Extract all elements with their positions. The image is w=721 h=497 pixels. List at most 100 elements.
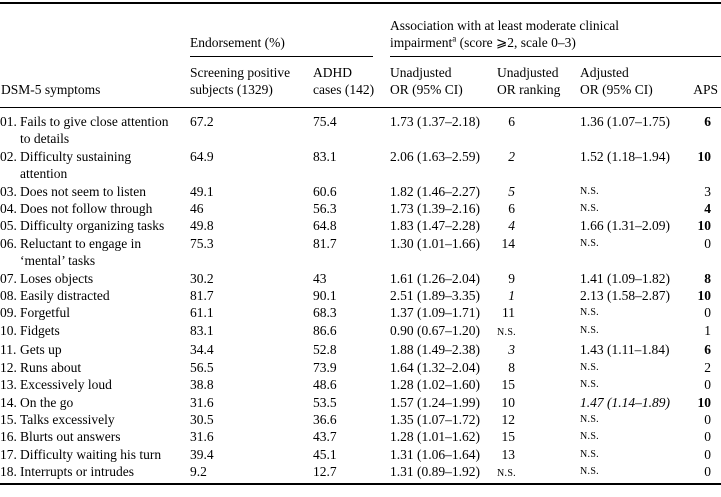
table-row: 18. Interrupts or intrudes 9.2 12.7 1.31 … [0, 463, 721, 483]
adhd-endorsement-value: 86.6 [313, 322, 337, 338]
endorsement-group-header: Endorsement (%) [190, 3, 390, 57]
symptom-label: Fidgets [20, 322, 60, 338]
table-row: 16. Blurts out answers 31.6 43.7 1.28 (1.… [0, 428, 721, 445]
symptom-number: 08. [0, 288, 17, 304]
or-ranking-value: 15 [497, 428, 580, 445]
adjusted-or-value: N.S. [580, 413, 599, 425]
symptom-cell: 05. Difficulty organizing tasks [0, 217, 190, 234]
adhd-endorsement-value: 36.6 [313, 411, 337, 427]
aps-value: 10 [697, 394, 712, 410]
aps-value: 6 [704, 342, 711, 358]
symptom-number: 01. [0, 114, 17, 129]
aps-value: 0 [704, 446, 711, 462]
or-ranking-value: 2 [497, 148, 580, 183]
or-ranking-value: 6 [497, 200, 580, 217]
or-ranking-value: 6 [497, 108, 580, 148]
adhd-endorsement-value: 90.1 [313, 288, 337, 304]
or-ranking-value: 11 [497, 304, 580, 321]
col-header-symptoms: DSM-5 symptoms [0, 3, 190, 108]
unadjusted-or-value: 1.35 (1.07–1.72) [390, 411, 480, 427]
aps-value: 8 [704, 270, 711, 286]
or-ranking-number: 14 [501, 235, 516, 251]
symptom-cell: 17. Difficulty waiting his turn [0, 446, 190, 463]
symptom-label: Does not follow through [20, 201, 153, 217]
col-header-or-ranking: Unadjusted OR ranking [497, 57, 580, 108]
col-header-adhd: ADHD cases (142) [313, 57, 390, 108]
adjusted-or-value: 1.36 (1.07–1.75) [580, 114, 670, 129]
symptom-number: 16. [0, 429, 17, 445]
screening-endorsement-value: 9.2 [190, 464, 207, 480]
adjusted-or-value: N.S. [580, 203, 599, 215]
table-row: 07. Loses objects 30.2 43 1.61 (1.26–2.04… [0, 270, 721, 287]
adhd-endorsement-value: 75.4 [313, 114, 337, 129]
screening-endorsement-value: 64.9 [190, 148, 214, 164]
group-header-row: DSM-5 symptoms Endorsement (%) Associati… [0, 3, 721, 108]
adjusted-or-value: 1.41 (1.09–1.82) [580, 270, 670, 286]
table-row: 09. Forgetful 61.1 68.3 1.37 (1.09–1.71) … [0, 304, 721, 321]
or-ranking-number: 8 [508, 359, 515, 375]
symptom-cell: 13. Excessively loud [0, 376, 190, 393]
adhd-endorsement-value: 12.7 [313, 464, 337, 480]
symptom-label: Forgetful [20, 305, 70, 321]
adhd-endorsement-value: 48.6 [313, 377, 337, 393]
or-ranking-value: 12 [497, 411, 580, 428]
association-line1: Association with at least moderate clini… [390, 18, 620, 33]
or-ranking-number: 1 [508, 288, 515, 304]
adjusted-or-value: 1.47 (1.14–1.89) [580, 394, 670, 410]
table-row: 02. Difficulty sustaining attention 64.9 8… [0, 148, 721, 183]
or-ranking-number: 6 [508, 114, 515, 129]
table-row: 12. Runs about 56.5 73.9 1.64 (1.32–2.04)… [0, 359, 721, 376]
symptom-label: Interrupts or intrudes [20, 464, 134, 480]
screening-endorsement-value: 81.7 [190, 288, 214, 304]
symptom-label: Blurts out answers [20, 429, 121, 445]
col-header-adjusted-or: Adjusted OR (95% CI) [580, 57, 680, 108]
table-row: 11. Gets up 34.4 52.8 1.88 (1.49–2.38) 3 … [0, 341, 721, 358]
symptom-number: 15. [0, 411, 17, 427]
footnote-marker-a: a [452, 33, 457, 44]
table-body: 01. Fails to give close attention to detai… [0, 108, 721, 484]
unadjusted-or-value: 1.28 (1.02–1.60) [390, 377, 480, 393]
adhd-endorsement-value: 60.6 [313, 183, 337, 199]
symptom-number: 02. [0, 148, 17, 164]
col-header-screening: Screening positive subjects (1329) [190, 57, 313, 108]
adhd-endorsement-value: 53.5 [313, 394, 337, 410]
adjusted-or-value: N.S. [580, 431, 599, 443]
symptom-cell: 11. Gets up [0, 341, 190, 358]
symptom-cell: 16. Blurts out answers [0, 428, 190, 445]
or-ranking-number: N.S. [497, 326, 516, 338]
unadjusted-or-value: 1.73 (1.39–2.16) [390, 201, 480, 217]
adhd-endorsement-value: 64.8 [313, 218, 337, 234]
or-ranking-value: 3 [497, 341, 580, 358]
or-ranking-value: 15 [497, 376, 580, 393]
adjusted-or-value: N.S. [580, 324, 599, 336]
unadjusted-or-value: 1.37 (1.09–1.71) [390, 305, 480, 321]
screening-endorsement-value: 38.8 [190, 377, 214, 393]
symptom-number: 11. [0, 342, 17, 358]
symptom-cell: 04. Does not follow through [0, 200, 190, 217]
unadjusted-or-value: 1.88 (1.49–2.38) [390, 342, 480, 358]
screening-endorsement-value: 30.5 [190, 411, 214, 427]
symptom-cell: 03. Does not seem to listen [0, 183, 190, 200]
adjusted-or-value: 1.43 (1.11–1.84) [580, 342, 670, 358]
unadjusted-or-value: 2.51 (1.89–3.35) [390, 288, 480, 304]
or-ranking-number: 4 [508, 218, 515, 234]
symptom-cell: 10. Fidgets [0, 322, 190, 341]
unadjusted-or-value: 2.06 (1.63–2.59) [390, 148, 480, 164]
symptom-number: 09. [0, 305, 17, 321]
or-ranking-number: 10 [501, 394, 516, 410]
adjusted-or-value: N.S. [580, 379, 599, 391]
or-ranking-value: 8 [497, 359, 580, 376]
screening-endorsement-value: 39.4 [190, 446, 214, 462]
symptom-label: Gets up [20, 342, 62, 358]
symptom-cell: 15. Talks excessively [0, 411, 190, 428]
symptom-label: Excessively loud [20, 377, 112, 393]
unadjusted-or-value: 1.83 (1.47–2.28) [390, 218, 480, 234]
symptom-number: 05. [0, 218, 17, 234]
aps-value: 3 [704, 183, 711, 199]
symptom-number: 17. [0, 446, 17, 462]
adhd-endorsement-value: 43.7 [313, 429, 337, 445]
screening-endorsement-value: 30.2 [190, 270, 214, 286]
symptom-label: Fails to give close attention to details [20, 114, 169, 147]
adjusted-or-value: 2.13 (1.58–2.87) [580, 288, 670, 304]
or-ranking-value: N.S. [497, 463, 580, 483]
